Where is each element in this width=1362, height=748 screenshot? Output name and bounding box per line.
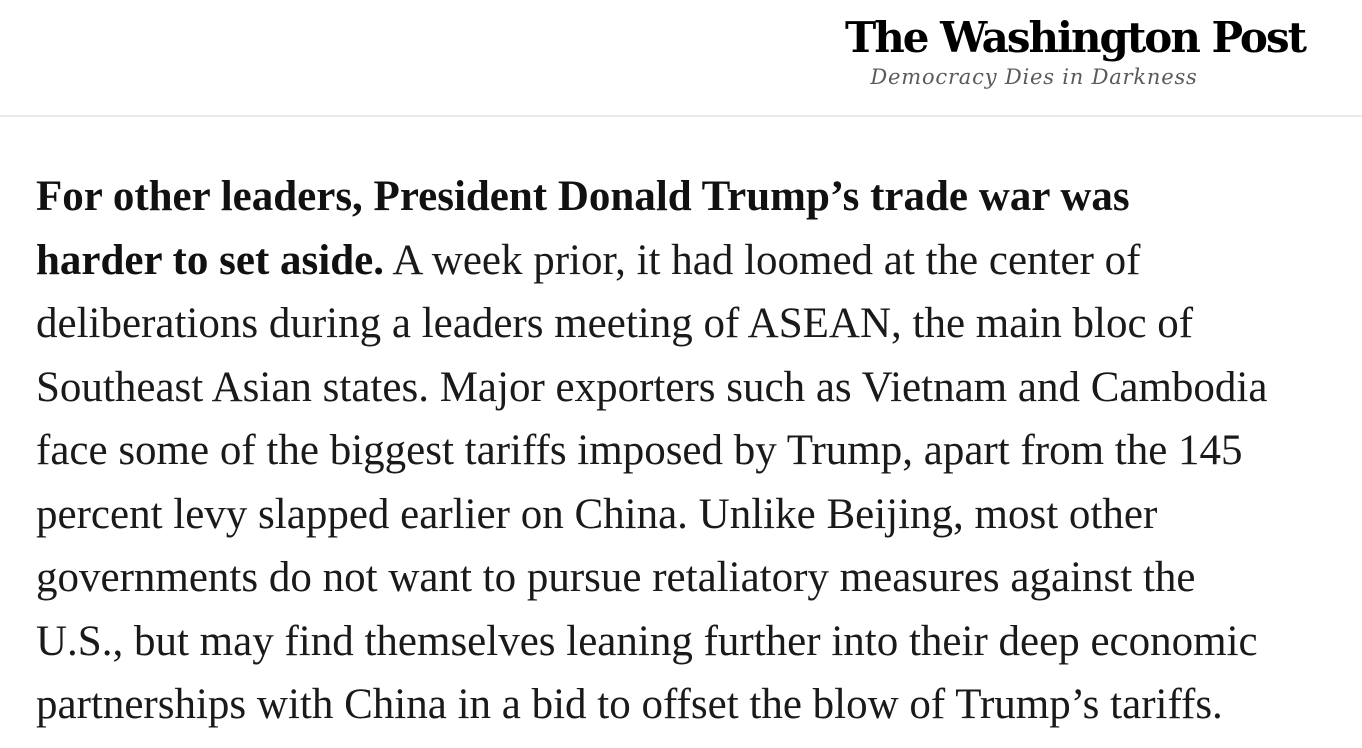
article-text: A week prior, it had loomed at the cente… bbox=[383, 236, 1141, 284]
article-body: For other leaders, President Donald Trum… bbox=[0, 117, 1362, 737]
article-line: Southeast Asian states. Major exporters … bbox=[36, 356, 1332, 420]
masthead-tagline: Democracy Dies in Darkness bbox=[870, 65, 1198, 89]
article-text: partnerships with China in a bid to offs… bbox=[36, 681, 1223, 728]
masthead: The Washington Post Democracy Dies in Da… bbox=[0, 0, 1362, 115]
article-bold-lead: harder to set aside. bbox=[36, 236, 384, 284]
article-text: face some of the biggest tariffs imposed… bbox=[36, 427, 1243, 474]
masthead-inner: The Washington Post Democracy Dies in Da… bbox=[845, 13, 1307, 90]
article-bold-lead: For other leaders, President Donald Trum… bbox=[36, 173, 1130, 220]
article-line: governments do not want to pursue retali… bbox=[36, 546, 1332, 610]
article-text: Southeast Asian states. Major exporters … bbox=[36, 363, 1268, 411]
article-line: deliberations during a leaders meeting o… bbox=[36, 292, 1332, 356]
header-divider bbox=[0, 115, 1362, 117]
article-line: For other leaders, President Donald Trum… bbox=[36, 165, 1332, 229]
article-text: percent levy slapped earlier on China. U… bbox=[36, 490, 1158, 538]
article-line: partnerships with China in a bid to offs… bbox=[36, 673, 1332, 737]
article-text: deliberations during a leaders meeting o… bbox=[36, 300, 1194, 347]
article-line: U.S., but may find themselves leaning fu… bbox=[36, 610, 1332, 674]
article-line: face some of the biggest tariffs imposed… bbox=[36, 419, 1332, 483]
article-line: harder to set aside. A week prior, it ha… bbox=[36, 229, 1332, 293]
washington-post-logo[interactable]: The Washington Post bbox=[845, 13, 1307, 62]
article-paragraph: For other leaders, President Donald Trum… bbox=[36, 165, 1332, 737]
article-text: U.S., but may find themselves leaning fu… bbox=[36, 617, 1258, 665]
article-line: percent levy slapped earlier on China. U… bbox=[36, 483, 1332, 547]
article-text: governments do not want to pursue retali… bbox=[36, 554, 1196, 601]
